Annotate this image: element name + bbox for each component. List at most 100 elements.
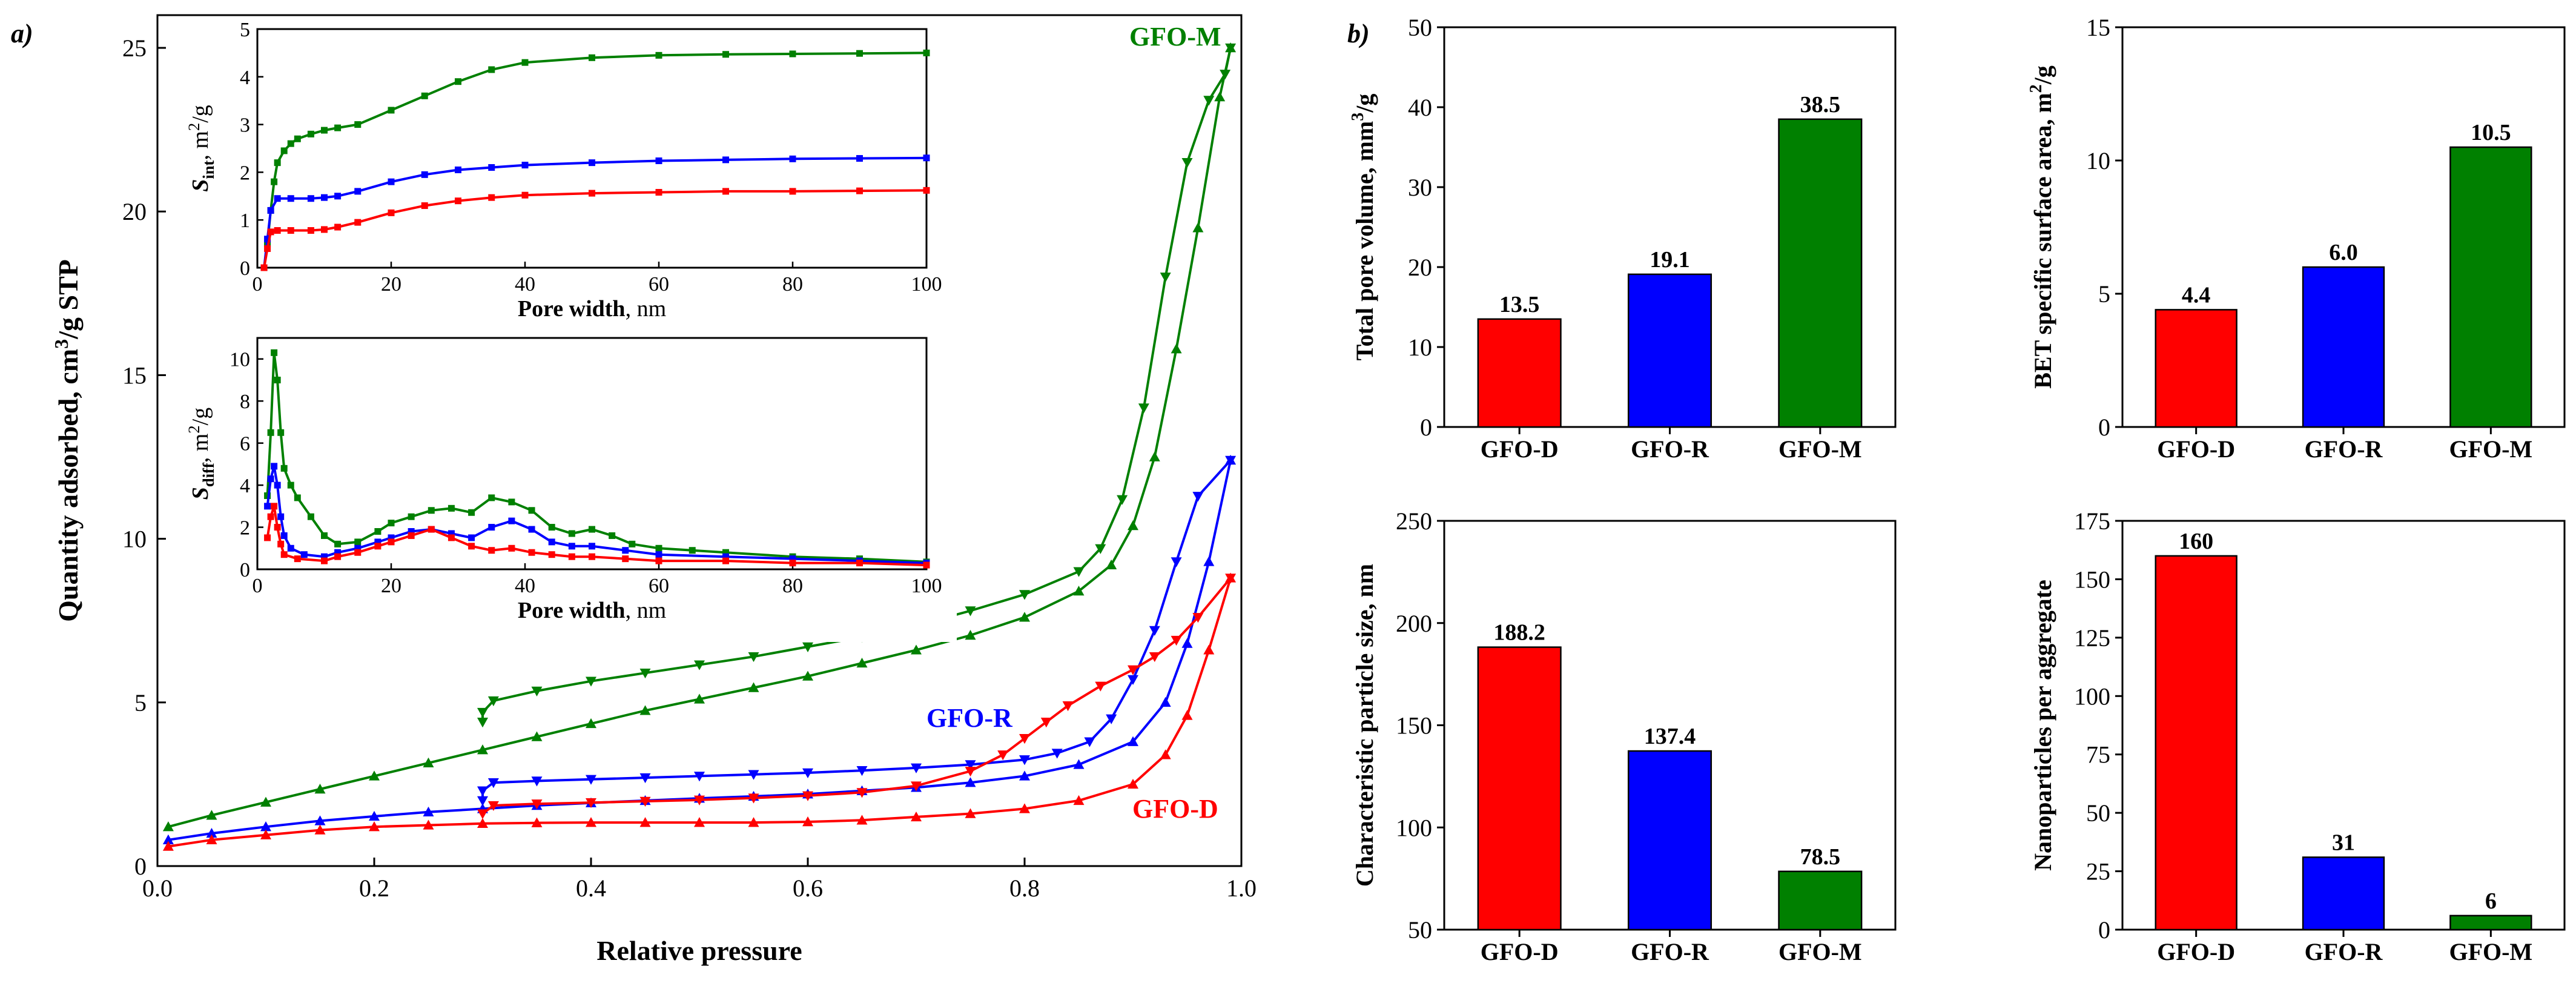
pore-volume-value-label: 19.1 [1650,247,1690,273]
desorption-point-gfo-d [748,793,759,804]
aggregate-value-label: 6 [2485,888,2497,914]
bet-x-tick-label: GFO-D [2157,435,2235,463]
inset-sdiff-point-gfo-d [789,560,796,567]
desorption-point-gfo-d [856,788,868,798]
inset-sdiff-point-gfo-d [548,551,555,558]
adsorption-point-gfo-d [369,821,380,832]
inset-sint-point-gfo-d [856,187,863,194]
inset-sdiff-y-tick-label: 2 [240,517,250,540]
particle-size-y-tick-label: 250 [1396,508,1432,535]
pore-volume-bar-gfo-m [1778,118,1863,428]
inset-sint-point-gfo-m [789,50,796,58]
desorption-point-gfo-r [1225,455,1237,466]
inset-sdiff-point-gfo-d [321,557,328,564]
adsorption-point-gfo-d [1019,803,1030,813]
desorption-point-gfo-r [639,773,651,784]
inset-sdiff-point-gfo-d [274,524,281,531]
adsorption-point-gfo-m [639,705,651,715]
inset-sint-point-gfo-r [354,188,362,195]
aggregate-value-label: 31 [2332,830,2355,855]
inset-sdiff-point-gfo-d [408,532,415,539]
inset-sdiff-x-tick-label: 40 [515,575,535,597]
desorption-point-gfo-m [1220,70,1231,80]
inset-sdiff-point-gfo-m [609,532,616,539]
pore-volume-value-label: 38.5 [1800,92,1841,117]
inset-sdiff-x-tick-label: 100 [911,575,942,597]
inset-sdiff-point-gfo-d [488,547,495,554]
desorption-point-gfo-r [694,772,705,782]
inset-sdiff-point-gfo-m [528,507,535,514]
desorption-point-gfo-m [965,606,976,617]
panel-label-a: a) [11,19,33,48]
inset-sint-y-tick-label: 4 [240,67,250,89]
inset-sdiff-point-gfo-r [388,534,395,541]
inset-sint-y-tick-label: 3 [240,114,250,137]
isotherm-frame [156,14,1243,867]
inset-sint-point-gfo-m [354,121,362,128]
desorption-point-gfo-d [1128,665,1138,675]
inset-sdiff-point-gfo-d [271,503,278,510]
inset-sdiff-point-gfo-r [321,553,328,560]
inset-sdiff-point-gfo-r [589,543,595,550]
pore-volume-y-axis-title: Total pore volume, mm3/g [1349,94,1378,361]
inset-sint-x-tick-label: 60 [649,273,669,296]
desorption-point-gfo-m [694,660,705,670]
desorption-point-gfo-r [965,760,976,770]
inset-sdiff-point-gfo-m [267,429,274,436]
desorption-point-gfo-r [477,796,488,806]
inset-sdiff-point-gfo-r [271,463,278,470]
inset-sint-point-gfo-m [421,92,428,99]
adsorption-point-gfo-m [1192,222,1204,233]
inset-sint-point-gfo-r [856,155,863,162]
bet-y-tick-label: 10 [2086,147,2110,174]
inset-sdiff-point-gfo-m [722,549,729,556]
adsorption-point-gfo-d [694,817,705,827]
aggregate-y-tick-label: 175 [2074,508,2110,535]
inset-sint-point-gfo-m [388,107,395,114]
inset-sint-point-gfo-d [307,227,314,234]
desorption-point-gfo-m [748,652,759,663]
inset-sdiff-point-gfo-d [655,557,662,564]
particle-size-bar-gfo-d [1477,646,1562,931]
inset-sdiff-point-gfo-r [334,549,342,556]
inset-sdiff-point-gfo-m [447,504,455,512]
inset-sdiff-point-gfo-r [447,530,455,537]
desorption-point-gfo-d [1062,701,1074,712]
inset-sdiff-point-gfo-m [468,509,475,516]
inset-sdiff-point-gfo-m [264,492,271,499]
adsorption-point-gfo-m [162,821,174,832]
inset-sint-background [167,17,957,340]
inset-sdiff-point-gfo-d [447,534,455,541]
aggregate-y-tick-label: 75 [2086,741,2110,769]
desorption-point-gfo-d [639,796,651,807]
adsorption-point-gfo-d [802,816,813,827]
adsorption-point-gfo-m [748,682,759,692]
inset-sint-point-gfo-d [354,219,362,226]
inset-sdiff-point-gfo-r [568,543,575,550]
inset-sdiff-x-tick-label: 80 [782,575,803,597]
inset-sint-y-axis-title: Sint, m2/g [185,105,217,192]
aggregate-y-tick-label: 50 [2086,799,2110,827]
desorption-point-gfo-d [477,809,488,819]
inset-sdiff-point-gfo-d [722,557,729,564]
desorption-point-gfo-d [1019,734,1030,744]
inset-sint-point-gfo-r [521,162,529,169]
inset-sint-point-gfo-r [307,195,314,202]
particle-size-bar-gfo-r [1627,750,1712,931]
inset-sdiff-point-gfo-r [374,538,381,546]
inset-sdiff-y-tick-label: 4 [240,475,250,497]
inset-sdiff-point-gfo-d [428,526,435,533]
inset-sint-point-gfo-r [722,156,729,164]
pore-volume-y-tick-label: 50 [1408,14,1432,41]
inset-sint-point-gfo-m [274,159,281,167]
desorption-point-gfo-r [856,766,868,776]
desorption-point-gfo-d [911,781,922,792]
inset-sdiff-point-gfo-r [508,517,515,524]
inset-sint-point-gfo-r [488,164,495,171]
inset-sint-point-gfo-r [321,194,328,201]
inset-sint-point-gfo-m [923,49,930,56]
desorption-point-gfo-r [487,778,499,789]
inset-sdiff-point-gfo-m [508,498,515,506]
adsorption-point-gfo-d [856,815,868,825]
